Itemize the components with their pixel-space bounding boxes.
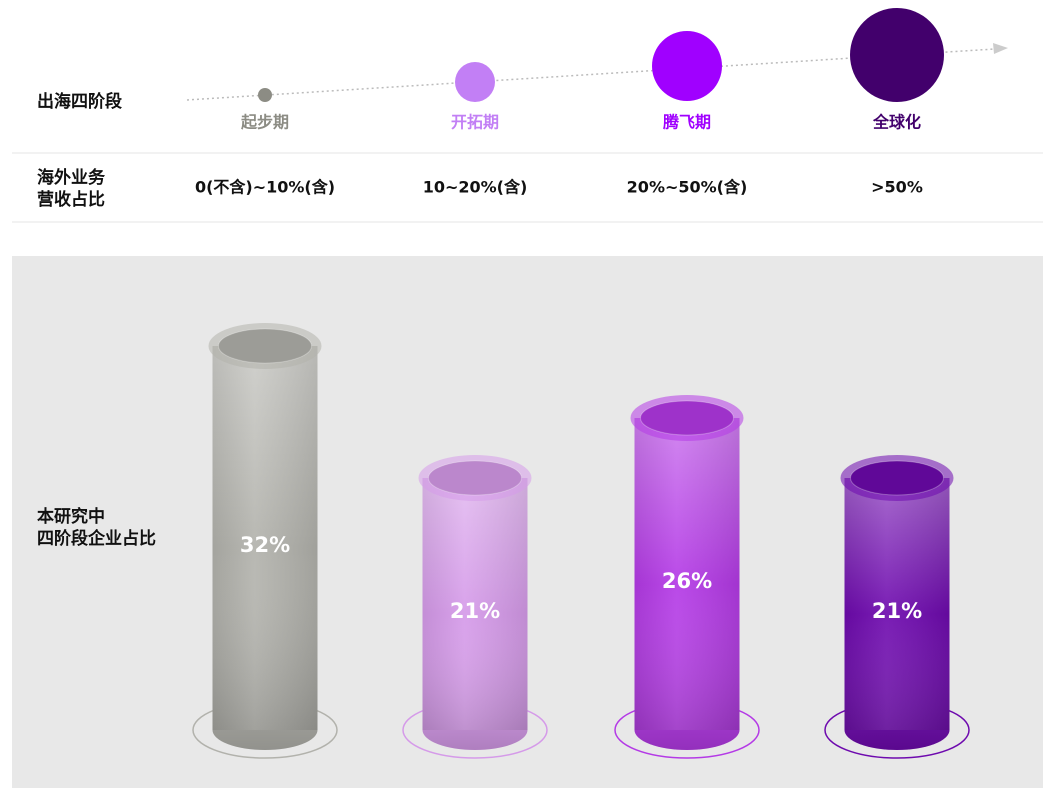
revenue-range: >50%	[871, 178, 923, 197]
y-label: 四阶段企业占比	[37, 528, 156, 549]
cylinder-top-shade	[428, 461, 522, 495]
stage-dot	[652, 31, 722, 101]
cylinder-top	[218, 328, 312, 364]
revenue-range: 10~20%(含)	[423, 178, 528, 197]
stage-name: 起步期	[240, 113, 289, 132]
revenue-range: 20%~50%(含)	[627, 178, 748, 197]
value-label: 32%	[240, 533, 290, 557]
stage-dot	[455, 62, 495, 102]
cylinder-top-shade	[218, 329, 312, 363]
value-label: 26%	[662, 569, 712, 593]
cylinder-top	[428, 460, 522, 496]
cylinder-top-shade	[850, 461, 944, 495]
stage-name: 开拓期	[451, 113, 499, 132]
cylinder-top	[850, 460, 944, 496]
value-label: 21%	[872, 599, 922, 623]
stage-dot	[850, 8, 944, 102]
stage-dot	[258, 88, 272, 102]
cylinder-side	[212, 346, 318, 730]
stage-row-label: 出海四阶段	[37, 91, 122, 112]
cylinder-side	[844, 478, 950, 730]
cylinder-top	[640, 400, 734, 436]
revenue-range: 0(不含)~10%(含)	[195, 178, 335, 197]
stage-name: 腾飞期	[663, 113, 711, 132]
value-label: 21%	[450, 599, 500, 623]
cylinder-top-shade	[640, 401, 734, 435]
revenue-row-label: 海外业务	[37, 167, 106, 188]
cylinder-side	[422, 478, 528, 730]
arrow-head	[993, 43, 1008, 54]
y-label: 本研究中	[37, 506, 105, 527]
cylinder-side	[634, 418, 740, 730]
revenue-row-label: 营收占比	[37, 189, 105, 210]
stage-name: 全球化	[872, 113, 921, 132]
